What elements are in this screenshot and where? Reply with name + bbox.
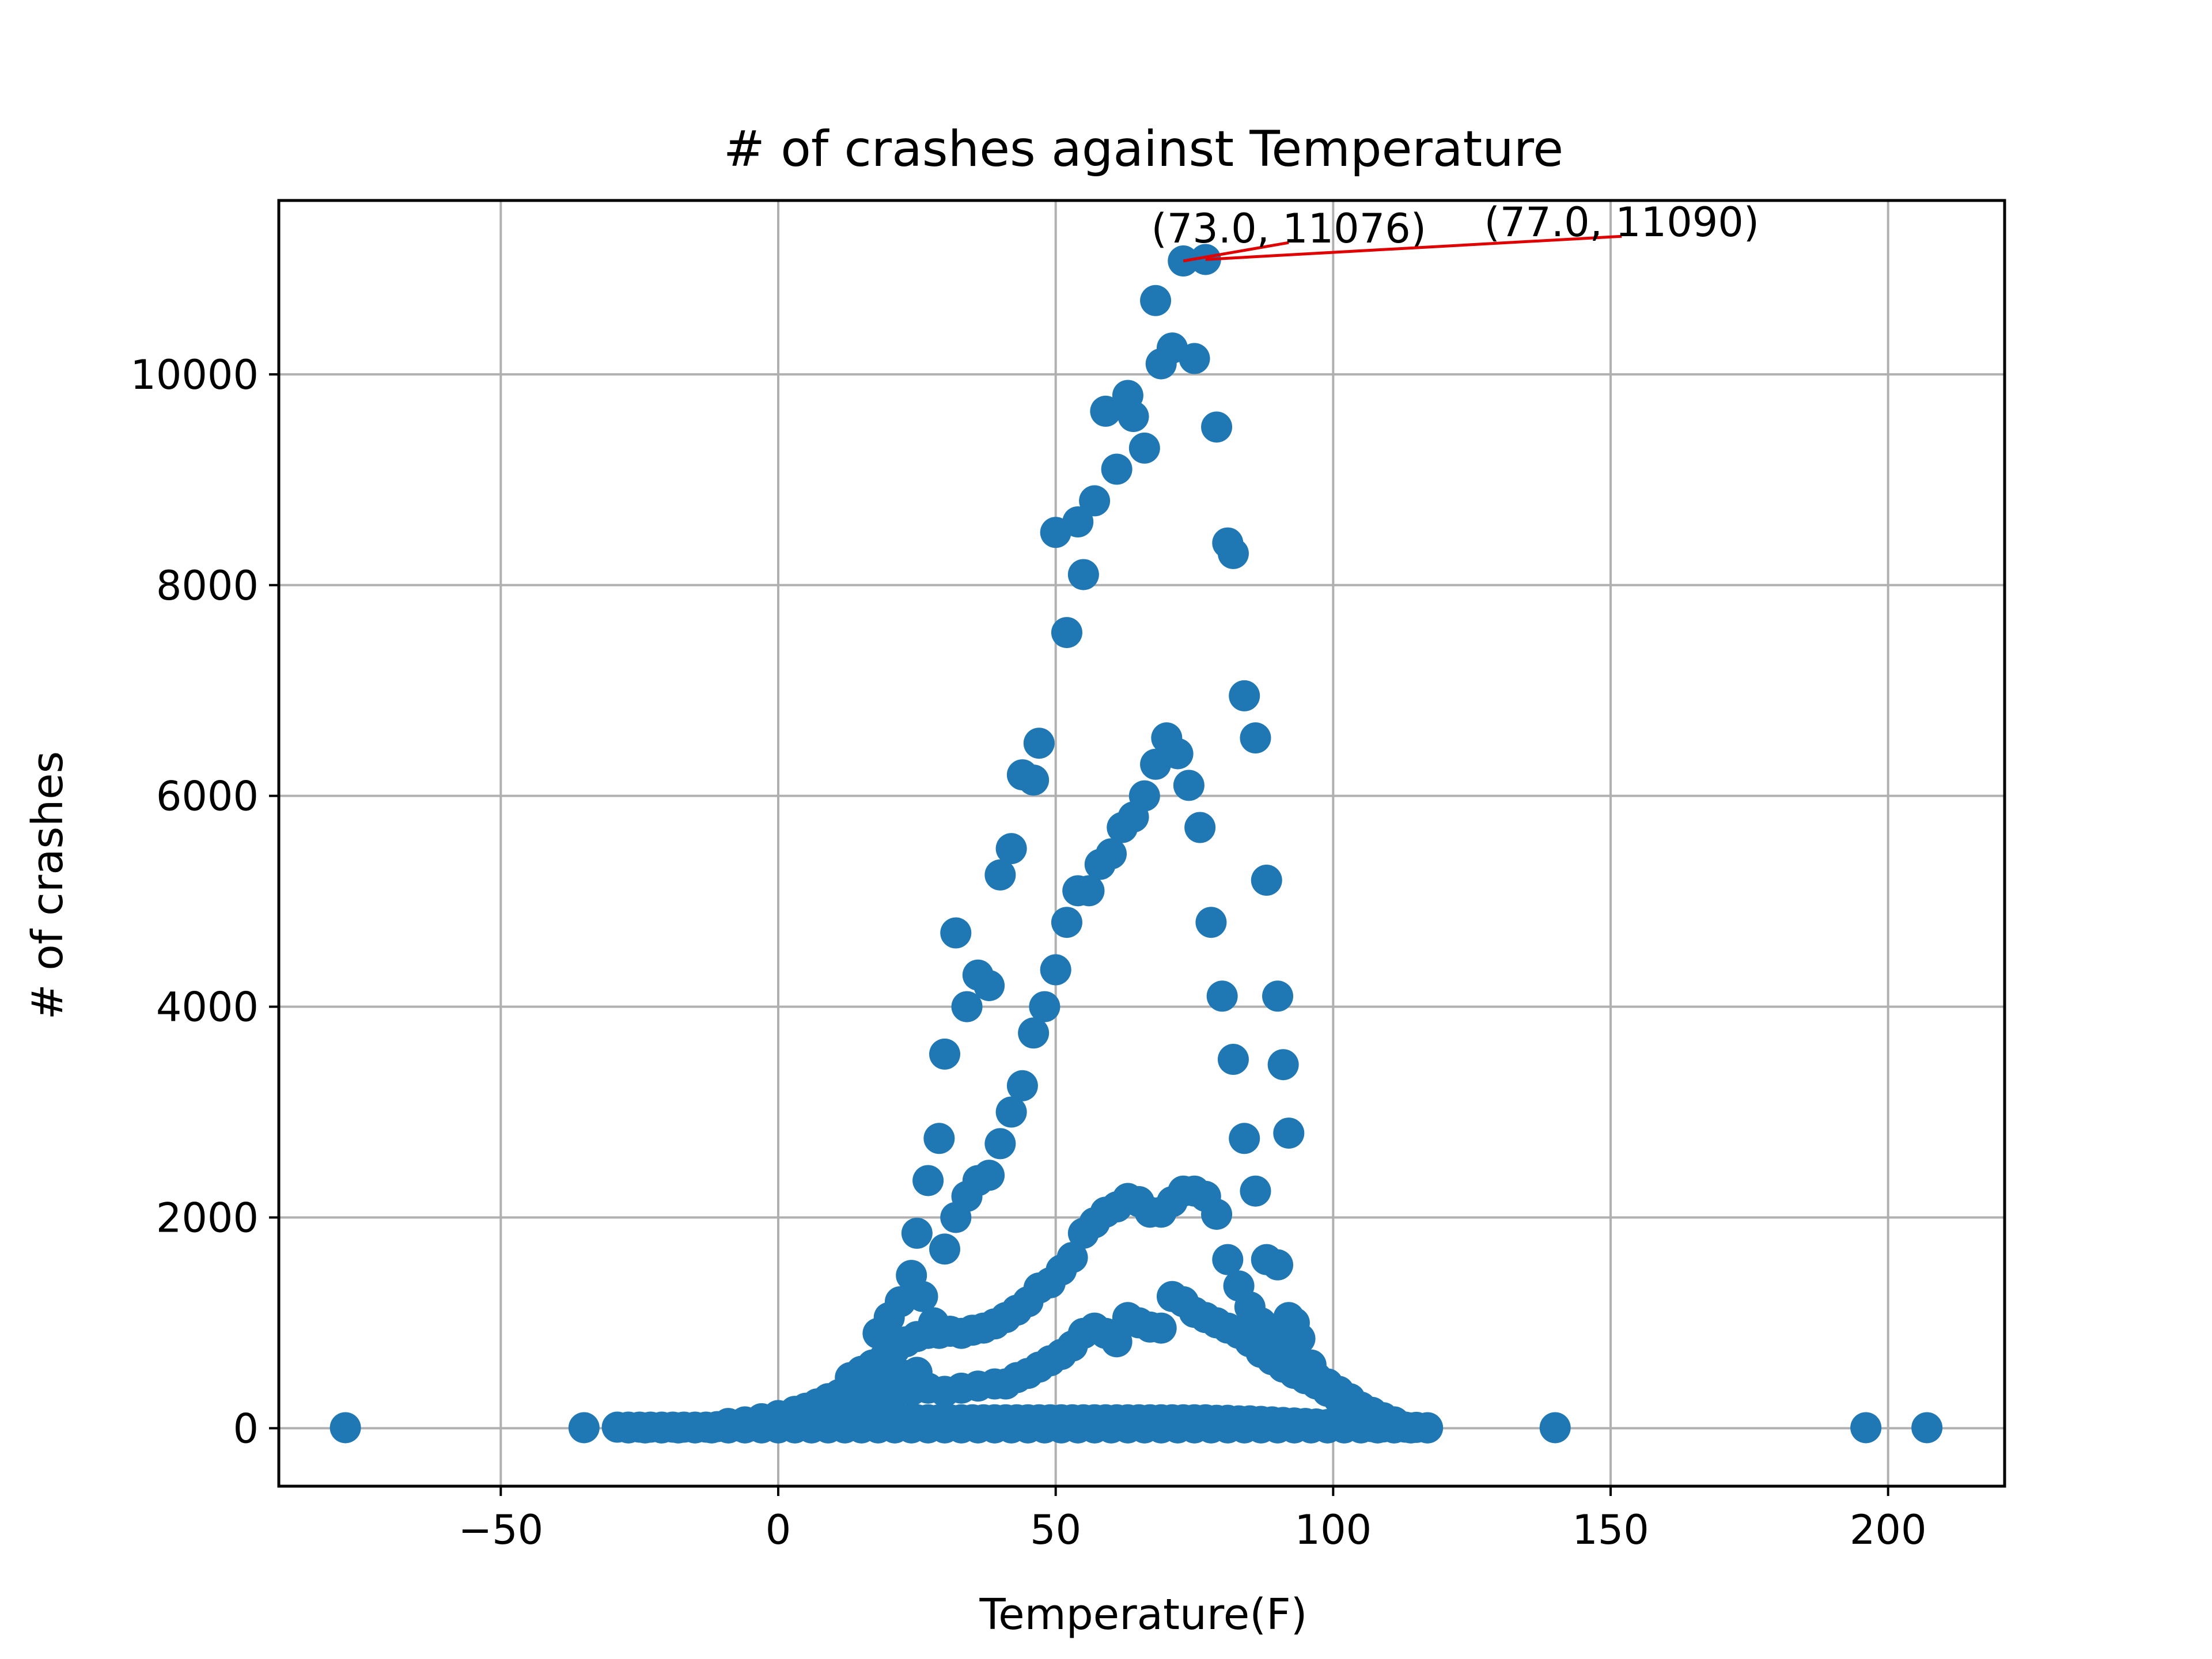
x-axis-label: Temperature(F) <box>979 1590 1307 1639</box>
data-point <box>329 1412 361 1444</box>
plot-frame <box>277 199 2006 1488</box>
data-point <box>1240 1175 1271 1207</box>
data-point <box>1018 1017 1050 1049</box>
data-point <box>1162 738 1194 770</box>
data-point <box>1079 485 1111 517</box>
data-point <box>1090 395 1122 427</box>
data-point <box>1251 865 1282 896</box>
data-point <box>984 859 1016 891</box>
data-point <box>1067 559 1099 590</box>
data-point <box>1195 907 1227 938</box>
data-point <box>1206 980 1238 1012</box>
data-point <box>984 1128 1016 1160</box>
data-point <box>1273 1118 1305 1149</box>
annotation-label: (73.0, 11076) <box>1151 205 1426 252</box>
data-point <box>929 1233 961 1265</box>
data-point <box>1128 432 1160 464</box>
data-point <box>918 1307 949 1339</box>
data-point <box>1040 954 1071 986</box>
data-point <box>1201 411 1233 443</box>
x-tick-label: 0 <box>766 1506 791 1554</box>
data-point <box>1217 537 1249 569</box>
y-tick-label: 4000 <box>156 984 259 1031</box>
data-point <box>1539 1412 1571 1444</box>
data-point <box>1023 728 1055 759</box>
data-point <box>568 1412 600 1444</box>
y-tick-label: 10000 <box>130 351 259 399</box>
x-axis-ticks: −50 0 50 100 150 200 <box>458 1486 1927 1554</box>
data-point <box>1118 401 1149 433</box>
x-tick-label: 100 <box>1295 1506 1372 1554</box>
chart-title: # of crashes against Temperature <box>724 120 1563 178</box>
x-tick-label: 50 <box>1030 1506 1081 1554</box>
data-point <box>1073 875 1105 907</box>
data-point <box>951 991 983 1022</box>
data-point <box>1262 1249 1294 1281</box>
data-point <box>1184 812 1216 843</box>
data-point <box>1267 1049 1299 1081</box>
y-tick-label: 8000 <box>156 562 259 609</box>
y-tick-label: 0 <box>233 1405 259 1452</box>
data-point <box>1140 285 1172 316</box>
data-point <box>1201 1198 1233 1230</box>
data-point <box>974 1160 1005 1191</box>
data-point <box>912 1165 944 1196</box>
data-point <box>1029 991 1060 1022</box>
data-point <box>1179 343 1210 374</box>
data-point <box>995 833 1027 865</box>
data-point <box>1278 1307 1310 1339</box>
data-point <box>1006 1070 1038 1101</box>
data-point <box>1056 1241 1088 1273</box>
data-point <box>1051 617 1082 649</box>
data-point <box>1262 980 1294 1012</box>
data-point <box>1173 770 1205 801</box>
data-point <box>1096 838 1127 870</box>
annotation-arrow <box>1205 234 1622 261</box>
data-point <box>907 1281 938 1312</box>
data-point <box>1240 722 1271 754</box>
data-point <box>940 917 972 949</box>
data-point <box>923 1123 955 1154</box>
data-points <box>329 244 1943 1444</box>
data-point <box>995 1096 1027 1128</box>
data-point <box>1911 1412 1943 1444</box>
data-point <box>1412 1412 1444 1444</box>
data-point <box>1229 1123 1260 1154</box>
data-point <box>1101 453 1132 485</box>
y-tick-label: 6000 <box>156 773 259 820</box>
data-point <box>1217 1044 1249 1075</box>
data-point <box>1368 1402 1399 1434</box>
data-point <box>1145 1312 1177 1344</box>
annotation-label: (77.0, 11090) <box>1484 199 1759 246</box>
x-tick-label: 200 <box>1850 1506 1927 1554</box>
data-point <box>1051 907 1082 938</box>
data-point <box>901 1217 933 1249</box>
y-tick-label: 2000 <box>156 1194 259 1241</box>
data-point <box>1101 1326 1132 1358</box>
x-tick-label: −50 <box>458 1506 543 1554</box>
data-point <box>1018 764 1050 796</box>
y-axis-label: # of crashes <box>23 751 73 1020</box>
data-point <box>974 969 1005 1001</box>
data-point <box>1128 780 1160 812</box>
annotation-arrow <box>1183 241 1289 263</box>
y-axis-ticks: 0 2000 4000 6000 8000 10000 <box>130 351 279 1452</box>
data-point <box>1212 1244 1244 1275</box>
data-point <box>1229 680 1260 711</box>
data-point <box>929 1038 961 1070</box>
annotations: (73.0, 11076) (77.0, 11090) <box>1151 199 1759 263</box>
data-point <box>1850 1412 1882 1444</box>
x-tick-label: 150 <box>1572 1506 1649 1554</box>
data-point <box>1062 506 1094 537</box>
data-point <box>1290 1349 1321 1381</box>
